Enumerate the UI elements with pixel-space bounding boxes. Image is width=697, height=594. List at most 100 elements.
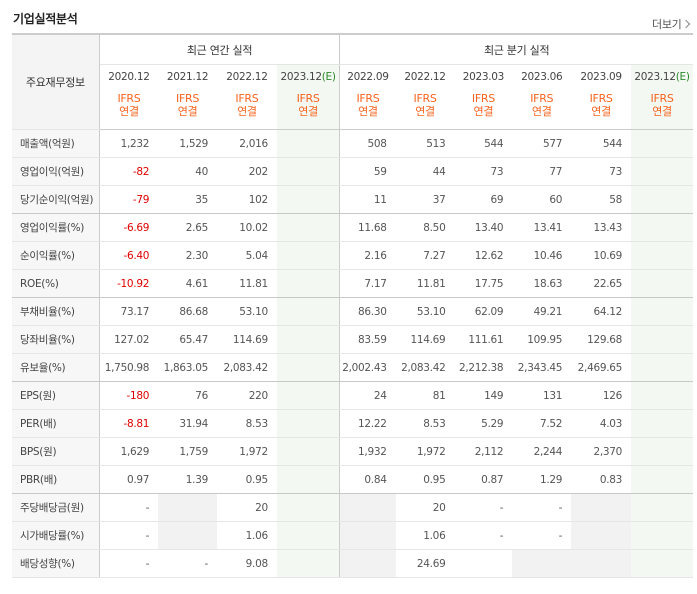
table-row: 부채비율(%) 73.17 86.68 53.10 86.30 53.10 62.09 49.…: [12, 297, 693, 326]
more-link[interactable]: 더보기: [652, 16, 691, 32]
value-cell: 37: [395, 185, 455, 214]
row-label: 주당배당금(원): [12, 493, 100, 522]
value-cell: 2,112: [454, 437, 513, 466]
ifrs-header: IFRS 연결: [216, 89, 277, 130]
ifrs-label: IFRS: [471, 92, 495, 105]
value-cell: [276, 521, 340, 550]
period-header: 2020.12: [99, 65, 158, 90]
value-cell: -82: [99, 157, 159, 186]
ifrs-label: IFRS: [356, 92, 380, 105]
value-cell: 17.75: [454, 269, 513, 298]
value-cell: [276, 185, 340, 214]
ifrs-label: IFRS: [650, 92, 674, 105]
row-label: 당좌비율(%): [12, 325, 100, 354]
value-cell: [631, 521, 693, 550]
consolidated-label: 연결: [177, 105, 198, 118]
section-title: 기업실적분석: [13, 12, 78, 26]
value-cell: 62.09: [454, 297, 513, 326]
value-cell: [631, 269, 693, 298]
value-cell: 0.95: [216, 465, 277, 494]
value-cell: 7.17: [339, 269, 396, 298]
value-cell: 2,244: [512, 437, 572, 466]
value-cell: [631, 493, 693, 522]
value-cell: -6.40: [99, 241, 159, 270]
consolidated-label: 연결: [119, 105, 139, 118]
consolidated-label: 연결: [415, 105, 435, 118]
row-label: 시가배당률(%): [12, 521, 100, 550]
table-row: 유보율(%) 1,750.98 1,863.05 2,083.42 2,002.43 2,…: [12, 353, 693, 382]
value-cell: 69: [454, 185, 513, 214]
value-cell: [631, 353, 693, 382]
value-cell: 40: [158, 157, 217, 186]
value-cell: 102: [216, 185, 277, 214]
value-cell: 8.53: [216, 409, 277, 438]
value-cell: [276, 549, 340, 578]
more-label: 더보기: [652, 18, 682, 31]
table-row: PER(배) -8.81 31.94 8.53 12.22 8.53 5.29 7.52 4.0…: [12, 409, 693, 438]
ifrs-header: IFRS 연결: [631, 89, 693, 130]
value-cell: 111.61: [454, 325, 513, 354]
value-cell: -79: [99, 185, 159, 214]
value-cell: 513: [395, 129, 455, 158]
value-cell: -8.81: [99, 409, 159, 438]
period-header: 2023.12(E): [631, 64, 693, 89]
value-cell: -: [99, 549, 159, 578]
consolidated-label: 연결: [473, 105, 494, 118]
table-row: PBR(배) 0.97 1.39 0.95 0.84 0.95 0.87 1.29 0.83: [12, 465, 693, 494]
table-row: 순이익률(%) -6.40 2.30 5.04 2.16 7.27 12.62 10.46 10…: [12, 241, 693, 270]
ifrs-header: IFRS 연결: [454, 89, 513, 130]
value-cell: 53.10: [395, 297, 455, 326]
row-label: PBR(배): [12, 465, 100, 494]
ifrs-label: IFRS: [176, 92, 200, 105]
value-cell: 10.46: [512, 241, 572, 270]
value-cell: 2,002.43: [339, 353, 396, 382]
table-row: 배당성향(%) - -9.08 24.69: [12, 549, 693, 578]
value-cell: 81: [395, 381, 455, 410]
value-cell: 508: [339, 129, 396, 158]
value-cell: 11.81: [395, 269, 455, 298]
value-cell: 2,370: [571, 437, 632, 466]
value-cell: [276, 353, 340, 382]
period-label: 2022.12: [404, 71, 446, 83]
row-label: 영업이익(억원): [12, 157, 100, 186]
row-label: 부채비율(%): [12, 297, 100, 326]
value-cell: [276, 437, 340, 466]
value-cell: 1.39: [158, 465, 217, 494]
table-row: 당좌비율(%) 127.02 65.47 114.69 83.59 114.69 111.6…: [12, 325, 693, 354]
value-cell: [571, 521, 632, 550]
value-cell: [276, 465, 340, 494]
value-cell: [631, 549, 693, 578]
value-cell: [631, 157, 693, 186]
value-cell: 76: [158, 381, 217, 410]
value-cell: 49.21: [512, 297, 572, 326]
label-column-header: 주요재무정보: [12, 34, 100, 130]
value-cell: 8.53: [395, 409, 455, 438]
value-cell: [631, 241, 693, 270]
value-cell: 1,750.98: [99, 353, 159, 382]
period-header: 2022.09: [339, 64, 396, 89]
value-cell: 60: [512, 185, 572, 214]
period-header: 2023.03: [454, 65, 512, 90]
value-cell: 544: [454, 129, 513, 158]
table-row: 영업이익률(%) -6.69 2.65 10.02 11.68 8.50 13.40 13.4…: [12, 213, 693, 242]
period-label: 2022.09: [347, 71, 389, 83]
value-cell: [631, 465, 693, 494]
value-cell: [339, 493, 396, 522]
value-cell: 58: [571, 185, 632, 214]
value-cell: 2.30: [158, 241, 217, 270]
table-row: 영업이익(억원) -82 40 202 59 44 73 77 73: [12, 157, 693, 186]
value-cell: 11.68: [339, 213, 396, 242]
consolidated-label: 연결: [591, 105, 611, 118]
ifrs-label: IFRS: [530, 92, 554, 105]
value-cell: [631, 213, 693, 242]
value-cell: 220: [216, 381, 277, 410]
value-cell: 2,083.42: [395, 353, 455, 382]
value-cell: 1,972: [216, 437, 277, 466]
value-cell: 544: [571, 129, 632, 158]
row-label: EPS(원): [12, 381, 100, 410]
value-cell: 18.63: [512, 269, 572, 298]
value-cell: -: [99, 493, 159, 522]
value-cell: 1.06: [395, 521, 455, 550]
ifrs-label: IFRS: [117, 92, 141, 105]
value-cell: 11: [339, 185, 396, 214]
